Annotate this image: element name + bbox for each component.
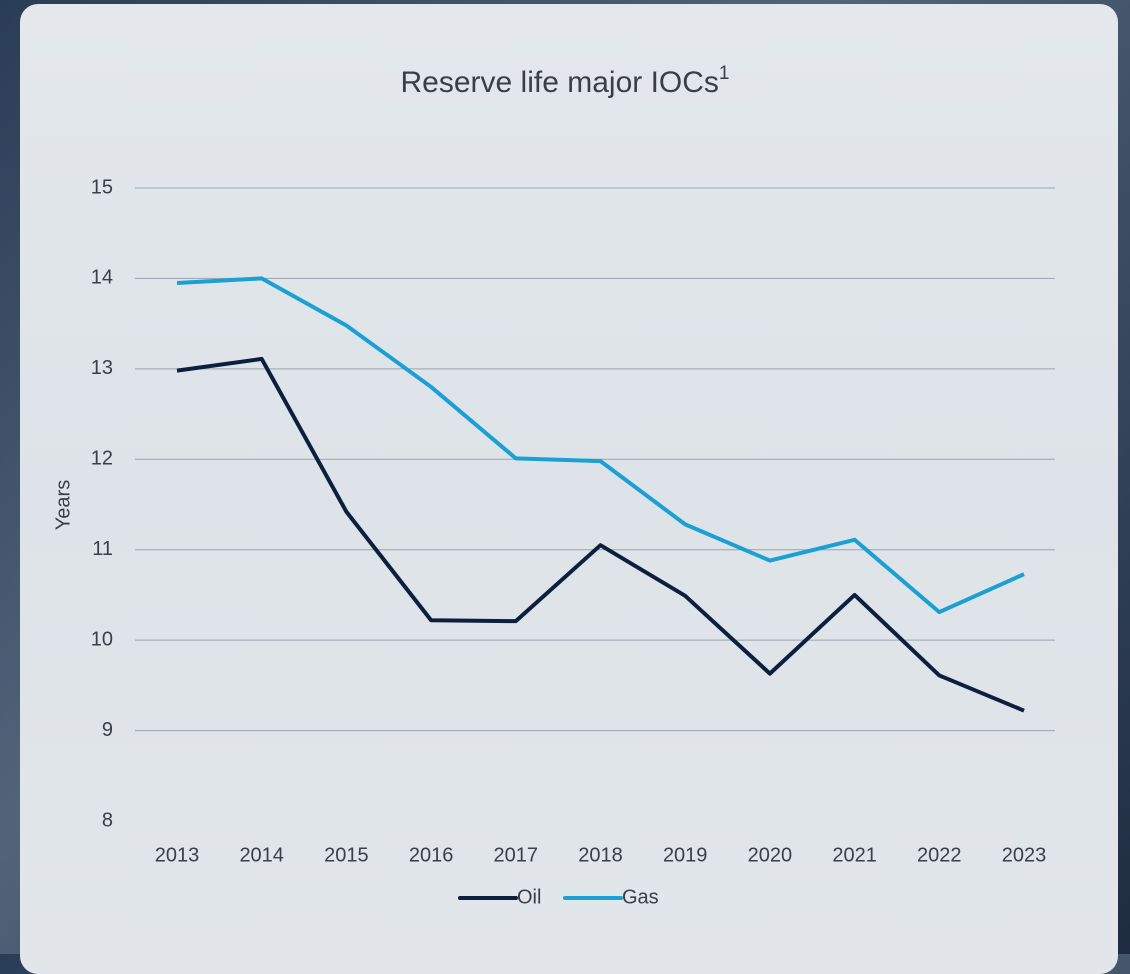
title-superscript: 1 — [719, 63, 730, 84]
card — [20, 4, 1118, 974]
x-tick-label: 2019 — [663, 844, 708, 866]
y-tick-label: 12 — [91, 448, 113, 470]
x-tick-label: 2017 — [494, 844, 539, 866]
y-tick-label: 11 — [92, 538, 113, 560]
y-tick-label: 15 — [91, 176, 113, 198]
y-tick-label: 8 — [102, 809, 113, 831]
legend-label: Oil — [517, 886, 541, 908]
y-tick-label: 9 — [102, 719, 113, 741]
x-tick-label: 2021 — [832, 844, 877, 866]
chart-title: Reserve life major IOCs1 — [401, 63, 730, 99]
y-tick-label: 10 — [91, 628, 113, 650]
y-tick-label: 13 — [91, 357, 113, 379]
x-tick-label: 2014 — [239, 844, 284, 866]
x-tick-label: 2015 — [324, 844, 369, 866]
x-tick-label: 2016 — [409, 844, 454, 866]
y-axis-label: Years — [52, 480, 74, 530]
series-line — [176, 276, 1025, 615]
y-tick-label: 14 — [91, 267, 113, 289]
x-tick-label: 2018 — [578, 844, 623, 866]
x-tick-label: 2022 — [917, 844, 962, 866]
title-text: Reserve life major IOCs — [401, 66, 719, 99]
x-tick-label: 2020 — [748, 844, 793, 866]
legend-label: Gas — [622, 886, 659, 908]
x-tick-label: 2023 — [1002, 844, 1047, 866]
chart: Reserve life major IOCs1 Years 8 9 10 11 12 1… — [52, 63, 1055, 908]
x-tick-label: 2013 — [155, 844, 200, 866]
series-line — [176, 356, 1025, 713]
